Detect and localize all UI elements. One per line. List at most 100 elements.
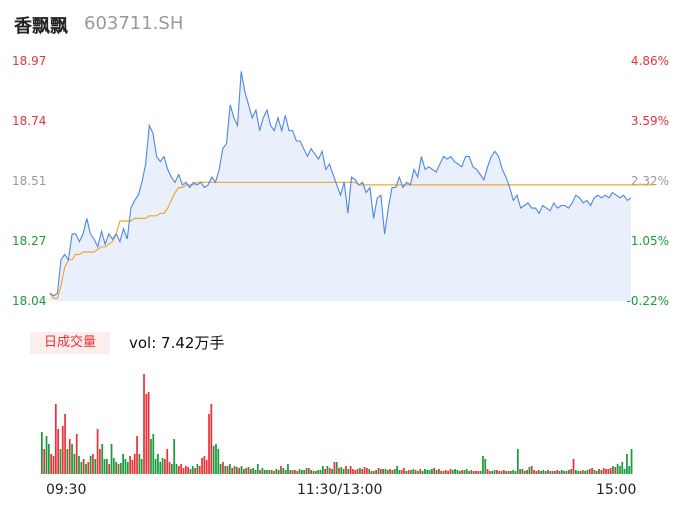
volume-bar xyxy=(535,471,538,474)
volume-bar xyxy=(609,468,612,474)
volume-bar xyxy=(493,470,496,474)
y-tick-left-1: 18.74 xyxy=(12,114,47,128)
volume-bar xyxy=(570,469,573,474)
volume-bar xyxy=(426,470,429,474)
volume-bar xyxy=(630,449,633,474)
volume-bar xyxy=(410,470,412,474)
volume-bar xyxy=(530,466,533,474)
volume-bar xyxy=(294,470,296,474)
volume-bar xyxy=(433,468,436,474)
volume-bar xyxy=(112,458,115,474)
volume-bar xyxy=(80,462,83,474)
volume-bar xyxy=(616,464,619,474)
volume-bar xyxy=(528,467,531,474)
volume-bar xyxy=(551,471,554,474)
volume-bar xyxy=(54,404,57,474)
volume-bar xyxy=(591,468,593,474)
volume-bar xyxy=(59,449,62,474)
volume-bar xyxy=(259,470,261,474)
volume-bar xyxy=(310,470,313,474)
volume-bar xyxy=(45,436,48,474)
volume-bar xyxy=(542,470,545,474)
volume-bar xyxy=(598,469,600,474)
volume-bar xyxy=(173,439,176,474)
y-tick-right-4: -0.22% xyxy=(626,294,669,308)
volume-bar xyxy=(500,471,503,474)
volume-bar xyxy=(614,467,617,474)
volume-bar xyxy=(68,439,71,474)
volume-bar xyxy=(345,466,347,474)
volume-bar xyxy=(537,470,540,474)
volume-bar xyxy=(133,454,136,474)
volume-bar xyxy=(284,470,287,474)
volume-bar xyxy=(159,462,162,474)
volume-bar xyxy=(468,471,470,474)
volume-bar xyxy=(119,463,122,474)
volume-bar xyxy=(626,454,628,474)
volume-bar xyxy=(579,471,582,474)
volume-bar xyxy=(226,466,229,474)
volume-bar xyxy=(152,434,155,474)
volume-bar xyxy=(217,449,220,474)
stock-code: 603711.SH xyxy=(84,13,184,34)
volume-bar xyxy=(126,462,129,474)
volume-bar xyxy=(412,469,415,474)
volume-bar xyxy=(586,470,589,474)
volume-bar xyxy=(82,459,85,474)
volume-bar xyxy=(254,470,257,474)
volume-bar xyxy=(215,444,217,474)
volume-badge[interactable]: 日成交量 xyxy=(30,332,110,354)
volume-bar xyxy=(277,470,280,474)
volume-bar xyxy=(521,469,524,474)
volume-bar xyxy=(556,470,559,474)
volume-bar xyxy=(89,456,92,474)
volume-bar xyxy=(270,470,273,474)
volume-bar xyxy=(189,469,192,474)
volume-bar xyxy=(147,392,150,474)
volume-bar xyxy=(512,470,515,474)
volume-bar xyxy=(287,464,289,474)
volume-bar xyxy=(502,470,505,474)
volume-bar xyxy=(451,470,454,474)
stock-name: 香飘飘 xyxy=(14,16,68,37)
volume-bar xyxy=(456,470,459,474)
volume-bar xyxy=(389,469,391,474)
volume-bar xyxy=(498,471,501,474)
volume-bar xyxy=(403,468,405,474)
volume-bar xyxy=(335,462,338,474)
volume-bar xyxy=(444,470,447,474)
volume-bar xyxy=(463,470,466,474)
volume-bar xyxy=(486,469,489,474)
volume-bar xyxy=(129,456,131,474)
volume-bar xyxy=(92,454,94,474)
volume-bar xyxy=(421,471,424,474)
volume-bar xyxy=(150,439,152,474)
volume-bar xyxy=(266,470,268,474)
volume-bar xyxy=(442,471,445,474)
y-tick-right-0: 4.86% xyxy=(630,54,669,68)
volume-bar xyxy=(131,460,134,474)
volume-bar xyxy=(507,471,510,474)
x-tick-1: 11:30/13:00 xyxy=(297,482,383,498)
volume-bar xyxy=(382,469,385,474)
volume-bar xyxy=(122,454,124,474)
volume-bar xyxy=(182,468,185,474)
volume-bar xyxy=(43,449,46,474)
volume-bar xyxy=(117,464,120,474)
volume-bar xyxy=(145,394,148,474)
volume-bar xyxy=(356,469,359,474)
volume-bar xyxy=(196,464,199,474)
volume-bar xyxy=(273,471,275,474)
volume-bar xyxy=(449,469,452,474)
volume-bar xyxy=(280,466,282,474)
volume-text: vol: 7.42万手 xyxy=(129,334,225,352)
volume-bar xyxy=(157,454,159,474)
volume-bar xyxy=(41,432,43,474)
volume-bar xyxy=(621,462,624,474)
volume-bar xyxy=(138,454,141,474)
volume-bar xyxy=(540,471,542,474)
volume-bar xyxy=(201,458,203,474)
volume-bar xyxy=(554,471,556,474)
volume-bar xyxy=(171,464,173,474)
volume-bar xyxy=(47,444,50,474)
